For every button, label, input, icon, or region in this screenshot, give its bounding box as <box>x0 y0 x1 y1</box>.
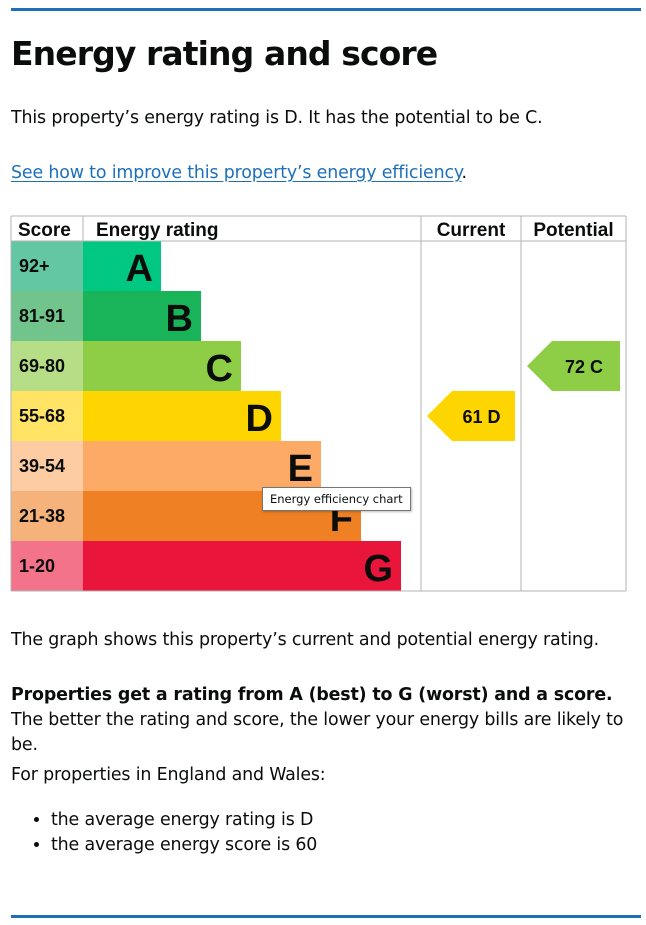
rating-letter-d: D <box>246 398 273 440</box>
page-title: Energy rating and score <box>11 34 438 73</box>
rating-letter-g: G <box>363 548 393 590</box>
score-cell-g <box>11 541 83 591</box>
improve-paragraph: See how to improve this property’s energ… <box>11 161 636 186</box>
rating-column-header: Energy rating <box>96 220 218 241</box>
current-rating-arrow-label: 61 D <box>462 407 500 427</box>
rating-bar-a <box>83 241 161 291</box>
rating-bar-e <box>83 441 321 491</box>
rating-bar-c <box>83 341 241 391</box>
list-item: the average energy rating is D <box>51 808 317 833</box>
rating-bar-b <box>83 291 201 341</box>
score-range-f: 21-38 <box>19 506 65 526</box>
score-cell-f <box>11 491 83 541</box>
improve-efficiency-link[interactable]: See how to improve this property’s energ… <box>11 163 462 183</box>
rating-bar-g <box>83 541 401 591</box>
energy-efficiency-chart: Score Energy rating Current Potential 92+ A 81… <box>10 215 627 592</box>
graph-caption: The graph shows this property’s current … <box>11 630 600 650</box>
score-cell-d <box>11 391 83 441</box>
score-range-c: 69-80 <box>19 356 65 376</box>
current-rating-arrow <box>427 391 515 441</box>
link-suffix: . <box>461 163 468 183</box>
score-range-b: 81-91 <box>19 306 65 326</box>
score-cell-b <box>11 291 83 341</box>
rating-explanation: Properties get a rating from A (best) to… <box>11 683 636 758</box>
score-range-a: 92+ <box>19 256 50 276</box>
top-rule <box>11 8 641 11</box>
rating-letter-e: E <box>288 448 313 490</box>
chart-tooltip: Energy efficiency chart <box>262 487 411 511</box>
score-range-d: 55-68 <box>19 406 65 426</box>
bottom-rule <box>11 915 641 918</box>
potential-rating-arrow-label: 72 C <box>565 357 603 377</box>
score-cell-c <box>11 341 83 391</box>
score-cell-e <box>11 441 83 491</box>
region-intro: For properties in England and Wales: <box>11 765 326 785</box>
potential-column-header: Potential <box>533 220 613 241</box>
current-column-header: Current <box>437 220 506 241</box>
rating-letter-b: B <box>166 298 193 340</box>
rating-bar-d <box>83 391 281 441</box>
rating-explanation-rest: The better the rating and score, the low… <box>11 710 624 755</box>
averages-list: the average energy rating is D the avera… <box>11 808 317 858</box>
rating-letter-a: A <box>126 248 153 290</box>
potential-rating-arrow <box>527 341 620 391</box>
intro-text: This property’s energy rating is D. It h… <box>11 108 543 128</box>
score-range-g: 1-20 <box>19 556 55 576</box>
score-range-e: 39-54 <box>19 456 65 476</box>
rating-letter-c: C <box>206 348 233 390</box>
score-cell-a <box>11 241 83 291</box>
score-column-header: Score <box>18 220 71 241</box>
list-item: the average energy score is 60 <box>51 833 317 858</box>
rating-explanation-bold: Properties get a rating from A (best) to… <box>11 685 613 705</box>
